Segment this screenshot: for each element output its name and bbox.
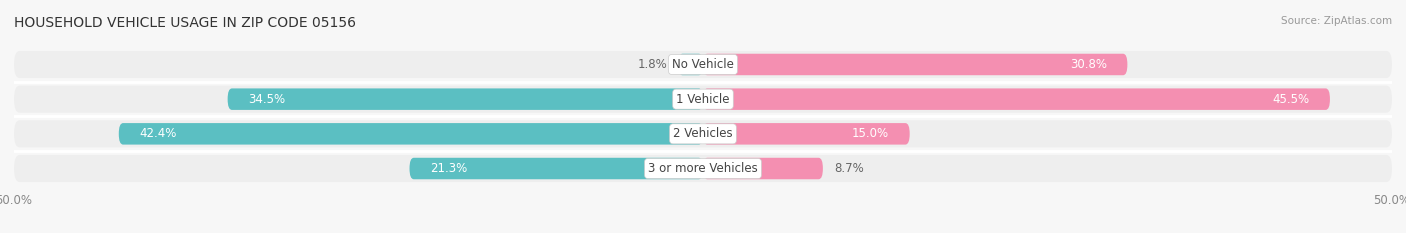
Text: HOUSEHOLD VEHICLE USAGE IN ZIP CODE 05156: HOUSEHOLD VEHICLE USAGE IN ZIP CODE 0515… <box>14 16 356 30</box>
Text: 15.0%: 15.0% <box>852 127 889 140</box>
Text: 42.4%: 42.4% <box>139 127 177 140</box>
Text: 45.5%: 45.5% <box>1272 93 1309 106</box>
Text: Source: ZipAtlas.com: Source: ZipAtlas.com <box>1281 16 1392 26</box>
FancyBboxPatch shape <box>14 120 1392 147</box>
FancyBboxPatch shape <box>14 51 1392 78</box>
Text: 30.8%: 30.8% <box>1070 58 1107 71</box>
Text: 21.3%: 21.3% <box>430 162 467 175</box>
FancyBboxPatch shape <box>14 155 1392 182</box>
Text: 34.5%: 34.5% <box>249 93 285 106</box>
FancyBboxPatch shape <box>118 123 703 145</box>
FancyBboxPatch shape <box>703 158 823 179</box>
Text: 1 Vehicle: 1 Vehicle <box>676 93 730 106</box>
FancyBboxPatch shape <box>228 88 703 110</box>
FancyBboxPatch shape <box>703 88 1330 110</box>
FancyBboxPatch shape <box>703 54 1128 75</box>
FancyBboxPatch shape <box>678 54 703 75</box>
FancyBboxPatch shape <box>14 86 1392 113</box>
Text: 3 or more Vehicles: 3 or more Vehicles <box>648 162 758 175</box>
FancyBboxPatch shape <box>409 158 703 179</box>
FancyBboxPatch shape <box>703 123 910 145</box>
Text: 2 Vehicles: 2 Vehicles <box>673 127 733 140</box>
Text: 8.7%: 8.7% <box>834 162 863 175</box>
Text: No Vehicle: No Vehicle <box>672 58 734 71</box>
Text: 1.8%: 1.8% <box>637 58 668 71</box>
